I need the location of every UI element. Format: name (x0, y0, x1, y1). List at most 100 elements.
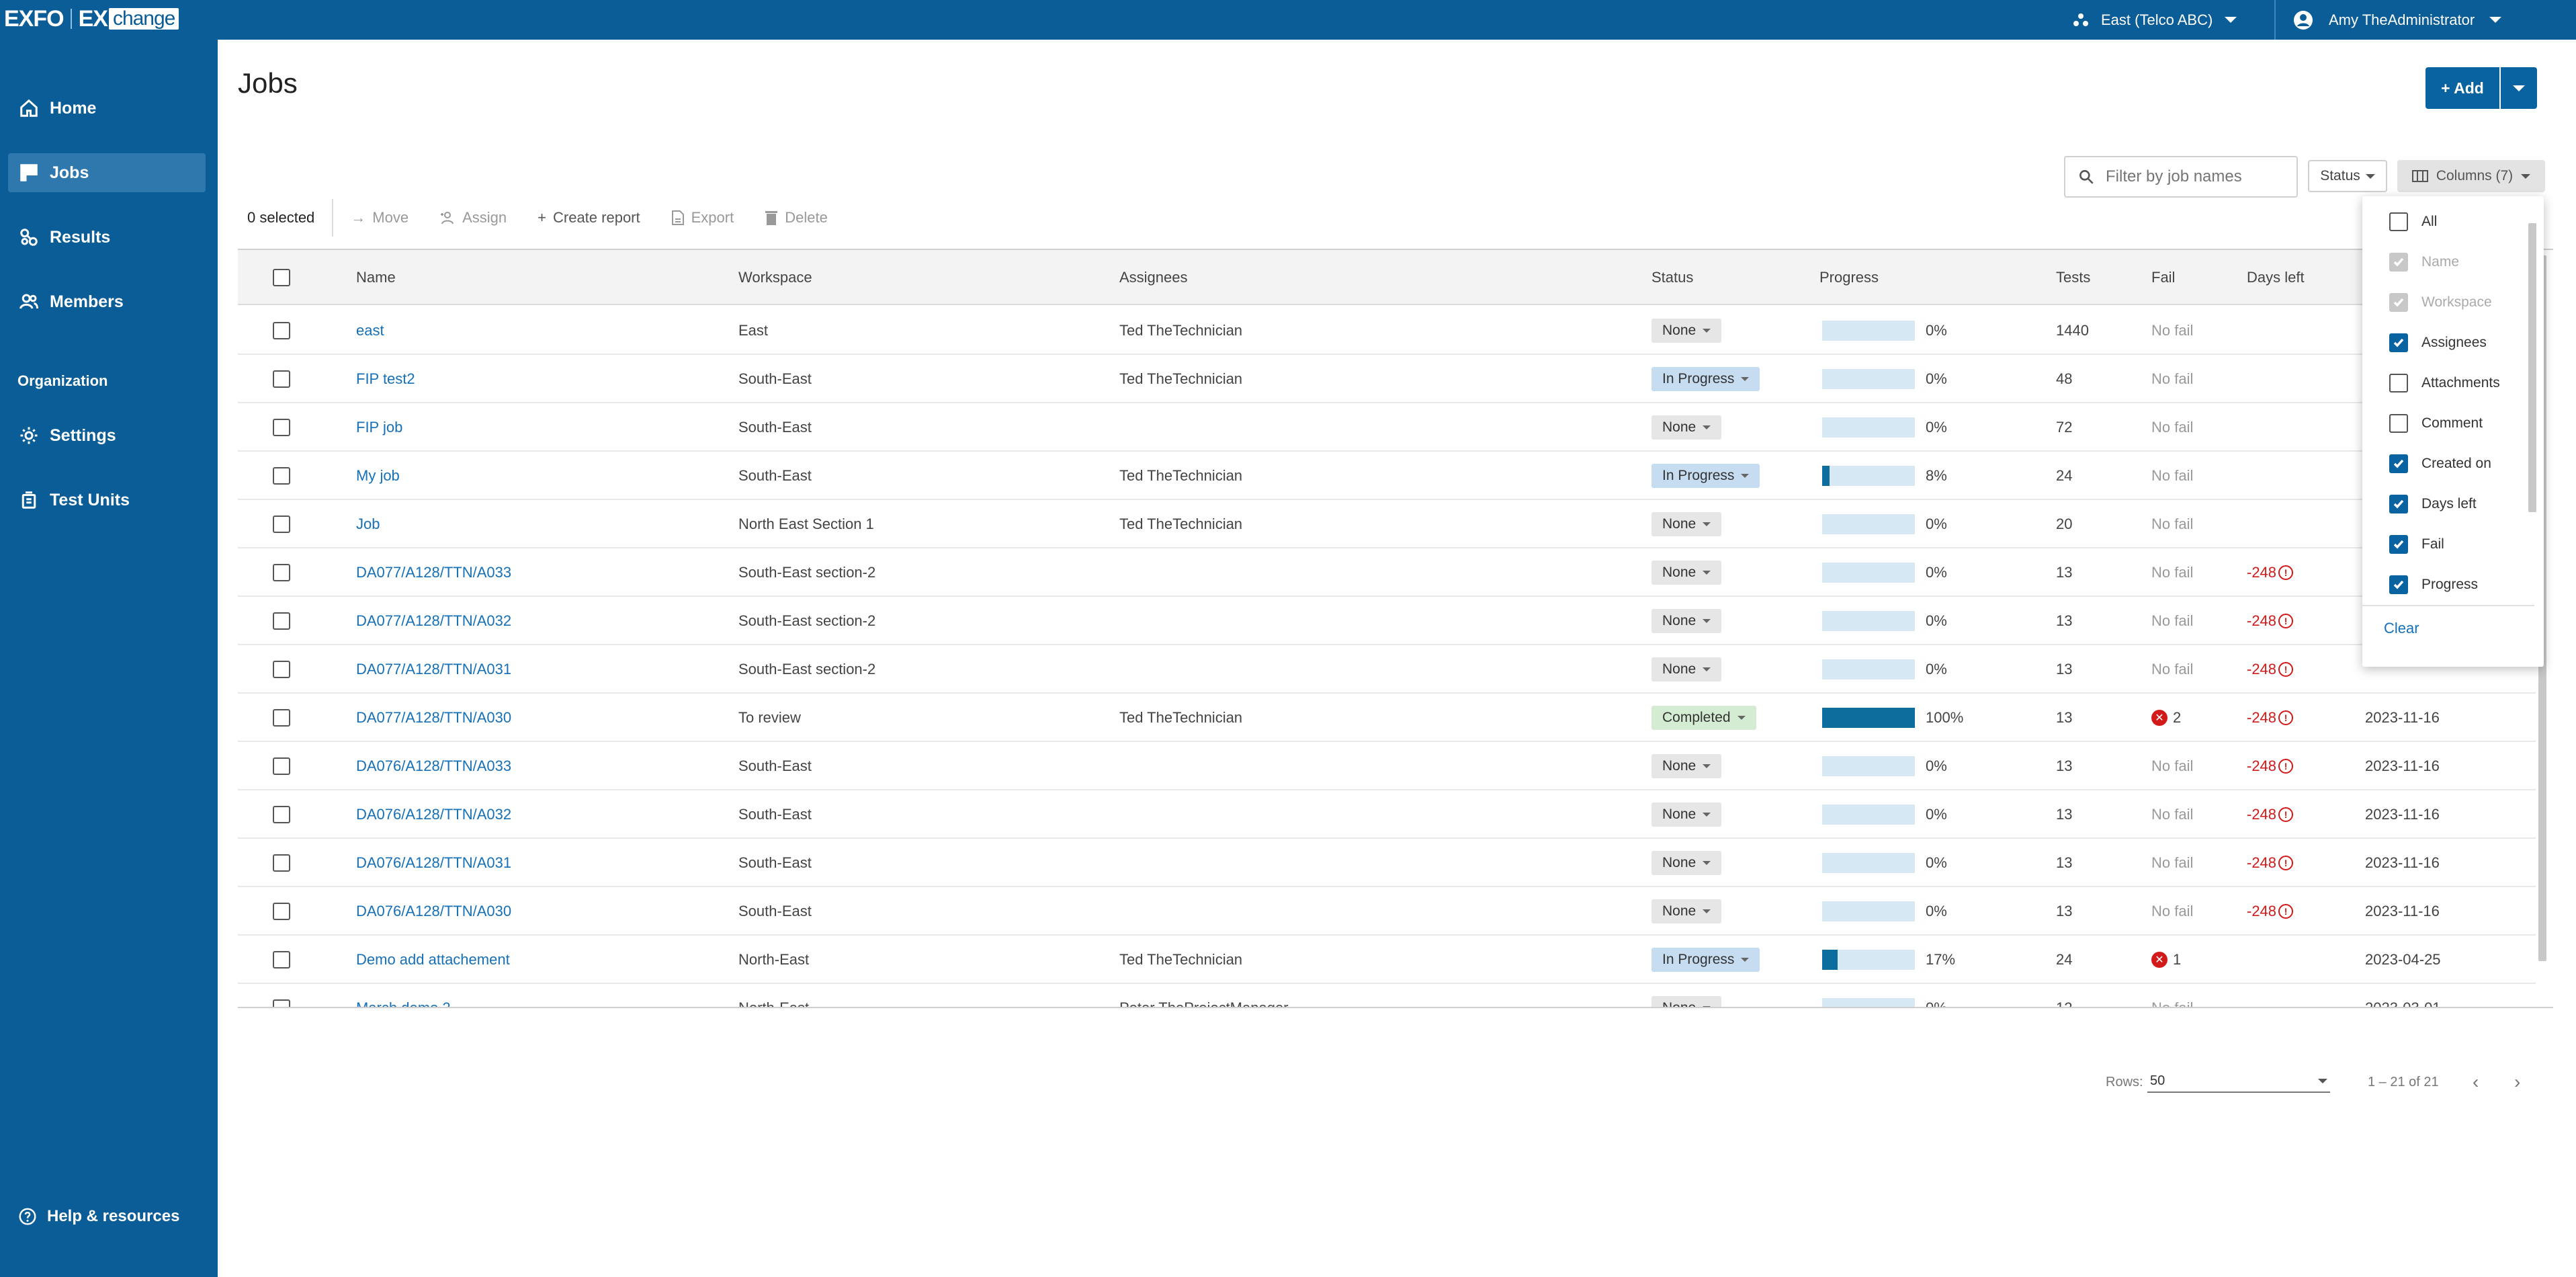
job-name-link[interactable]: DA077/A128/TTN/A030 (356, 709, 512, 726)
sidebar-item-home[interactable]: Home (8, 89, 206, 128)
add-button[interactable]: + Add (2425, 67, 2499, 109)
column-option[interactable]: Created on (2389, 450, 2491, 477)
row-checkbox[interactable] (273, 355, 290, 403)
column-header-tests[interactable]: Tests (2056, 269, 2091, 286)
column-checkbox[interactable] (2389, 454, 2408, 473)
organization-selector[interactable]: East (Telco ABC) (2073, 0, 2237, 40)
table-row[interactable]: east East Ted TheTechnician None 0% 1440 No fa… (238, 306, 2536, 355)
job-name-filter[interactable] (2064, 156, 2298, 198)
column-header-workspace[interactable]: Workspace (738, 269, 812, 286)
columns-button[interactable]: Columns (7) (2397, 160, 2545, 192)
table-row[interactable]: My job South-East Ted TheTechnician In Prog… (238, 452, 2536, 500)
table-row[interactable]: DA077/A128/TTN/A031 South-East section-2 N… (238, 645, 2536, 694)
next-page-button[interactable]: › (2514, 1069, 2520, 1096)
job-name-link[interactable]: Demo add attachement (356, 951, 510, 968)
job-name-link[interactable]: DA077/A128/TTN/A033 (356, 564, 512, 581)
row-checkbox[interactable] (273, 452, 290, 500)
column-header-fail[interactable]: Fail (2151, 269, 2176, 286)
table-row[interactable]: DA077/A128/TTN/A032 South-East section-2 N… (238, 597, 2536, 645)
table-row[interactable]: Demo add attachement North-East Ted TheTec… (238, 936, 2536, 984)
column-option[interactable]: Comment (2389, 410, 2483, 437)
add-dropdown-button[interactable] (2501, 67, 2537, 109)
job-name-link[interactable]: Job (356, 516, 380, 532)
sidebar-item-settings[interactable]: Settings (8, 416, 206, 455)
table-row[interactable]: FIP test2 South-East Ted TheTechnician In P… (238, 355, 2536, 403)
job-name-link[interactable]: DA076/A128/TTN/A031 (356, 854, 512, 871)
sidebar-item-results[interactable]: Results (8, 218, 206, 257)
column-checkbox[interactable] (2389, 495, 2408, 513)
column-checkbox[interactable] (2389, 575, 2408, 594)
columns-panel-scrollbar[interactable] (2525, 203, 2540, 605)
user-menu[interactable]: Amy TheAdministrator (2292, 0, 2502, 40)
job-name-link[interactable]: DA076/A128/TTN/A033 (356, 757, 512, 774)
column-option[interactable]: Fail (2389, 531, 2444, 558)
row-checkbox[interactable] (273, 887, 290, 936)
job-name-link[interactable]: DA076/A128/TTN/A030 (356, 903, 512, 919)
status-filter-button[interactable]: Status (2308, 160, 2387, 192)
status-dropdown[interactable]: None (1651, 512, 1722, 536)
row-checkbox[interactable] (273, 790, 290, 839)
column-option[interactable]: Attachments (2389, 370, 2500, 397)
column-checkbox[interactable] (2389, 374, 2408, 393)
status-dropdown[interactable]: In Progress (1651, 367, 1760, 391)
status-dropdown[interactable]: None (1651, 319, 1722, 343)
sidebar-item-jobs[interactable]: Jobs (8, 153, 206, 192)
row-checkbox[interactable] (273, 839, 290, 887)
row-checkbox[interactable] (273, 403, 290, 452)
column-option[interactable]: Days left (2389, 491, 2477, 518)
status-dropdown[interactable]: None (1651, 899, 1722, 923)
assign-button[interactable]: Assign (439, 209, 507, 226)
status-dropdown[interactable]: None (1651, 754, 1722, 778)
help-resources-link[interactable]: Help & resources (17, 1206, 179, 1227)
job-name-link[interactable]: DA077/A128/TTN/A031 (356, 661, 512, 677)
column-header-days-left[interactable]: Days left (2247, 269, 2305, 286)
status-dropdown[interactable]: None (1651, 415, 1722, 440)
status-dropdown[interactable]: None (1651, 851, 1722, 875)
sidebar-item-members[interactable]: Members (8, 282, 206, 321)
status-dropdown[interactable]: In Progress (1651, 464, 1760, 488)
status-dropdown[interactable]: None (1651, 802, 1722, 827)
job-name-link[interactable]: east (356, 322, 384, 339)
row-checkbox[interactable] (273, 500, 290, 548)
column-header-status[interactable]: Status (1651, 269, 1694, 286)
table-row[interactable]: DA077/A128/TTN/A030 To review Ted TheTechn… (238, 694, 2536, 742)
column-checkbox[interactable] (2389, 535, 2408, 554)
row-checkbox[interactable] (273, 645, 290, 694)
table-row[interactable]: DA077/A128/TTN/A033 South-East section-2 N… (238, 548, 2536, 597)
job-name-link[interactable]: March demo 2 (356, 999, 451, 1008)
table-row[interactable]: FIP job South-East None 0% 72 No fail (238, 403, 2536, 452)
exfo-exchange-logo[interactable]: EXFO EX change (4, 5, 179, 32)
column-header-name[interactable]: Name (356, 269, 396, 286)
status-dropdown[interactable]: None (1651, 657, 1722, 682)
column-option[interactable]: All (2389, 208, 2437, 235)
column-option[interactable]: Assignees (2389, 329, 2487, 356)
column-header-assignees[interactable]: Assignees (1119, 269, 1188, 286)
move-button[interactable]: → Move (351, 209, 409, 226)
job-name-link[interactable]: My job (356, 467, 400, 484)
delete-button[interactable]: Delete (765, 209, 828, 226)
rows-per-page-select[interactable]: 50 (2147, 1070, 2330, 1093)
scrollbar-thumb[interactable] (2528, 223, 2536, 512)
row-checkbox[interactable] (273, 597, 290, 645)
select-all-checkbox[interactable] (273, 250, 290, 305)
status-dropdown[interactable]: None (1651, 609, 1722, 633)
table-row[interactable]: DA076/A128/TTN/A031 South-East None 0% 13 No … (238, 839, 2536, 887)
sidebar-item-test-units[interactable]: Test Units (8, 481, 206, 520)
table-row[interactable]: DA076/A128/TTN/A032 South-East None 0% 13 No … (238, 790, 2536, 839)
create-report-button[interactable]: + Create report (538, 209, 640, 226)
status-dropdown[interactable]: None (1651, 561, 1722, 585)
row-checkbox[interactable] (273, 306, 290, 355)
export-button[interactable]: Export (671, 209, 734, 226)
row-checkbox[interactable] (273, 742, 290, 790)
table-row[interactable]: DA076/A128/TTN/A030 South-East None 0% 13 No … (238, 887, 2536, 936)
column-checkbox[interactable] (2389, 212, 2408, 231)
job-name-link[interactable]: FIP job (356, 419, 403, 436)
table-row[interactable]: DA076/A128/TTN/A033 South-East None 0% 13 No … (238, 742, 2536, 790)
status-dropdown[interactable]: Completed (1651, 706, 1756, 730)
search-input[interactable] (2106, 167, 2287, 186)
job-name-link[interactable]: DA076/A128/TTN/A032 (356, 806, 512, 823)
column-checkbox[interactable] (2389, 333, 2408, 352)
row-checkbox[interactable] (273, 936, 290, 984)
column-checkbox[interactable] (2389, 414, 2408, 433)
status-dropdown[interactable]: None (1651, 996, 1722, 1007)
